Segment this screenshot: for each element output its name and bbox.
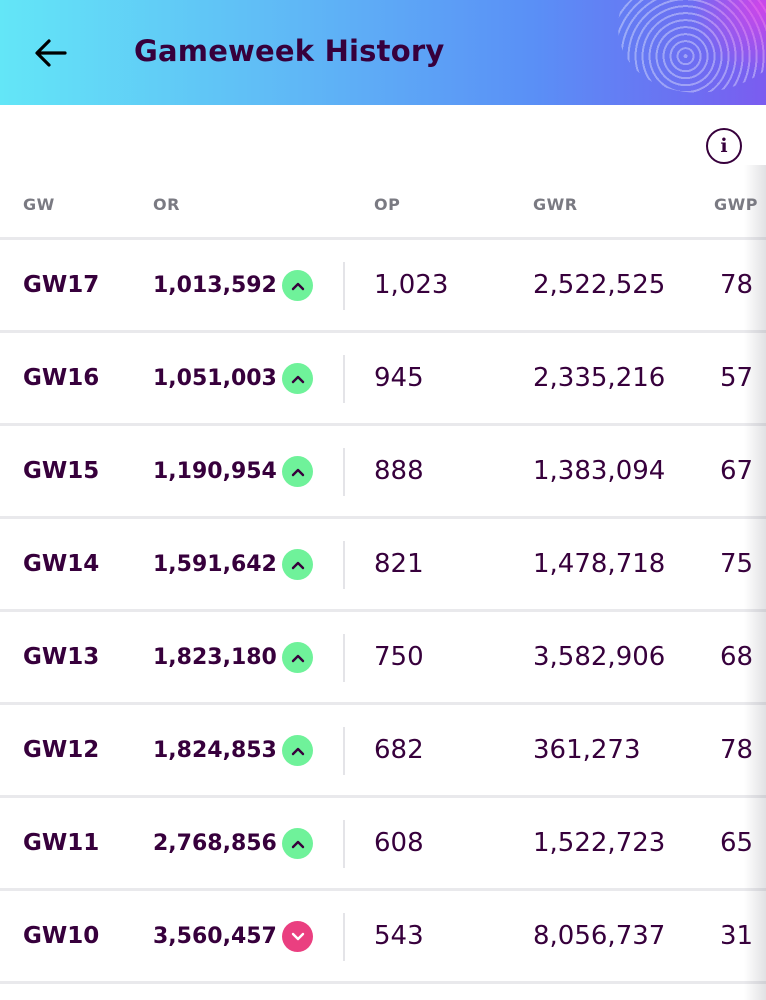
column-divider bbox=[343, 262, 345, 310]
gameweek-rank: 1,383,094 bbox=[533, 456, 666, 486]
gameweek-history-table: GW OR OP GWR GWP GW17 1,013,592 1,023 2,522… bbox=[0, 180, 766, 984]
overall-points: 888 bbox=[374, 456, 424, 486]
column-divider bbox=[343, 541, 345, 589]
table-row[interactable]: GW14 1,591,642 821 1,478,718 75 bbox=[0, 519, 766, 612]
overall-points: 1,023 bbox=[374, 270, 449, 300]
column-divider bbox=[343, 820, 345, 868]
rank-up-icon bbox=[282, 549, 313, 580]
rank-up-icon bbox=[282, 456, 313, 487]
column-header-or: OR bbox=[153, 195, 180, 214]
gameweek-rank: 3,582,906 bbox=[533, 642, 666, 672]
gameweek-points: 67 bbox=[720, 456, 754, 486]
gameweek-label: GW16 bbox=[23, 365, 100, 391]
gameweek-label: GW13 bbox=[23, 644, 100, 670]
gameweek-points: 31 bbox=[720, 921, 754, 951]
gameweek-points: 78 bbox=[720, 735, 754, 765]
column-header-op: OP bbox=[374, 195, 401, 214]
gameweek-rank: 2,522,525 bbox=[533, 270, 666, 300]
column-divider bbox=[343, 913, 345, 961]
column-divider bbox=[343, 448, 345, 496]
gameweek-rank: 1,478,718 bbox=[533, 549, 666, 579]
column-divider bbox=[343, 355, 345, 403]
column-header-gwr: GWR bbox=[533, 195, 578, 214]
table-row[interactable]: GW15 1,190,954 888 1,383,094 67 bbox=[0, 426, 766, 519]
rank-up-icon bbox=[282, 363, 313, 394]
gameweek-label: GW17 bbox=[23, 272, 100, 298]
table-row[interactable]: GW13 1,823,180 750 3,582,906 68 bbox=[0, 612, 766, 705]
gameweek-label: GW11 bbox=[23, 830, 100, 856]
overall-rank: 1,013,592 bbox=[153, 272, 277, 298]
gameweek-rank: 2,335,216 bbox=[533, 363, 666, 393]
gameweek-rank: 1,522,723 bbox=[533, 828, 666, 858]
gameweek-label: GW12 bbox=[23, 737, 100, 763]
column-header-gwp: GWP bbox=[714, 195, 759, 214]
info-button[interactable]: i bbox=[706, 128, 742, 164]
table-row[interactable]: GW11 2,768,856 608 1,522,723 65 bbox=[0, 798, 766, 891]
overall-points: 608 bbox=[374, 828, 424, 858]
gameweek-points: 78 bbox=[720, 270, 754, 300]
overall-points: 543 bbox=[374, 921, 424, 951]
overall-rank: 1,591,642 bbox=[153, 551, 277, 577]
table-row[interactable]: GW12 1,824,853 682 361,273 78 bbox=[0, 705, 766, 798]
table-header: GW OR OP GWR GWP bbox=[0, 180, 766, 240]
info-icon: i bbox=[720, 135, 728, 157]
app-header: Gameweek History bbox=[0, 0, 766, 105]
rank-down-icon bbox=[282, 921, 313, 952]
overall-rank: 1,823,180 bbox=[153, 644, 277, 670]
arrow-left-icon bbox=[35, 39, 67, 67]
gameweek-label: GW15 bbox=[23, 458, 100, 484]
table-row[interactable]: GW17 1,013,592 1,023 2,522,525 78 bbox=[0, 240, 766, 333]
rank-up-icon bbox=[282, 642, 313, 673]
gameweek-label: GW14 bbox=[23, 551, 100, 577]
column-divider bbox=[343, 727, 345, 775]
overall-rank: 1,824,853 bbox=[153, 737, 277, 763]
column-divider bbox=[343, 634, 345, 682]
gameweek-rank: 361,273 bbox=[533, 735, 641, 765]
gameweek-points: 75 bbox=[720, 549, 754, 579]
overall-rank: 2,768,856 bbox=[153, 830, 277, 856]
gameweek-rank: 8,056,737 bbox=[533, 921, 666, 951]
rank-up-icon bbox=[282, 270, 313, 301]
gameweek-points: 57 bbox=[720, 363, 754, 393]
overall-points: 750 bbox=[374, 642, 424, 672]
overall-rank: 1,190,954 bbox=[153, 458, 277, 484]
header-decoration-glow bbox=[666, 0, 766, 70]
gameweek-label: GW10 bbox=[23, 923, 100, 949]
overall-points: 821 bbox=[374, 549, 424, 579]
table-row[interactable]: GW16 1,051,003 945 2,335,216 57 bbox=[0, 333, 766, 426]
rank-up-icon bbox=[282, 735, 313, 766]
gameweek-points: 65 bbox=[720, 828, 754, 858]
table-row[interactable]: GW10 3,560,457 543 8,056,737 31 bbox=[0, 891, 766, 984]
overall-rank: 3,560,457 bbox=[153, 923, 277, 949]
overall-points: 945 bbox=[374, 363, 424, 393]
gameweek-points: 68 bbox=[720, 642, 754, 672]
overall-points: 682 bbox=[374, 735, 424, 765]
page-title: Gameweek History bbox=[134, 34, 445, 68]
overall-rank: 1,051,003 bbox=[153, 365, 277, 391]
rank-up-icon bbox=[282, 828, 313, 859]
column-header-gw: GW bbox=[23, 195, 55, 214]
back-button[interactable] bbox=[32, 34, 70, 72]
table-body: GW17 1,013,592 1,023 2,522,525 78 GW16 1,051,0… bbox=[0, 240, 766, 984]
